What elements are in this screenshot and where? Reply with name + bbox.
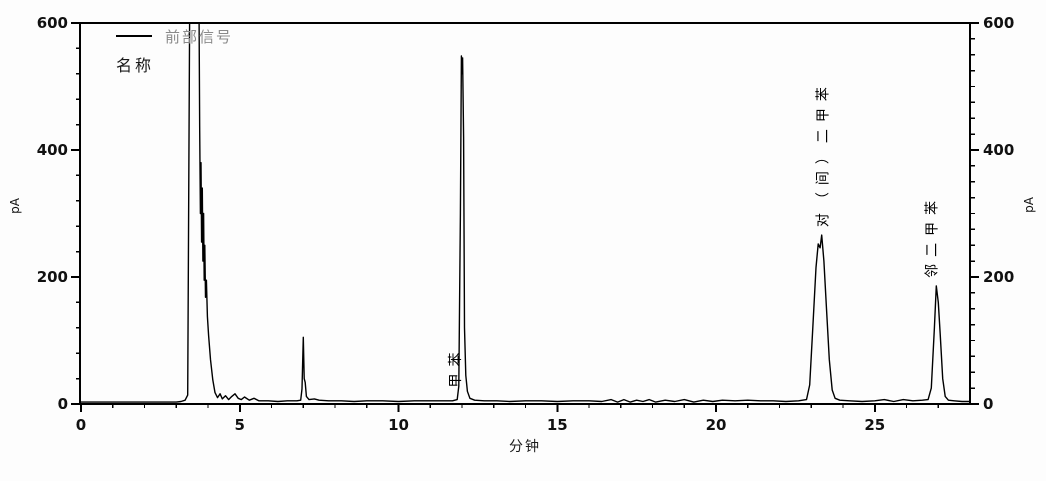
x-tick-label: 25 bbox=[864, 416, 885, 434]
y-tick-label-left: 200 bbox=[37, 268, 68, 286]
axes-frame bbox=[79, 22, 971, 405]
legend-series-label: 前部信号 bbox=[165, 27, 234, 46]
x-tick-label: 0 bbox=[76, 416, 86, 434]
y-tick-label-right: 200 bbox=[983, 268, 1014, 286]
y-ticks-left: 0 200 400 600 bbox=[37, 14, 80, 413]
legend: 前部信号 名称 bbox=[116, 27, 233, 76]
legend-row: 前部信号 bbox=[116, 27, 234, 46]
trace bbox=[81, 22, 970, 403]
x-axis-label: 分钟 bbox=[509, 439, 541, 455]
legend-name-label: 名称 bbox=[116, 56, 155, 75]
x-ticks: 0 5 10 15 20 25 bbox=[76, 404, 939, 434]
y-ticks-right: 0 200 400 600 bbox=[970, 14, 1014, 413]
y-tick-label-left: 0 bbox=[58, 395, 68, 413]
x-tick-label: 20 bbox=[706, 416, 727, 434]
y-tick-label-right: 600 bbox=[983, 14, 1014, 32]
peak-label: 邻二甲苯 bbox=[923, 194, 940, 278]
legend-line-swatch bbox=[116, 35, 152, 37]
y-tick-label-left: 600 bbox=[37, 14, 68, 32]
x-tick-label: 5 bbox=[235, 416, 245, 434]
y-tick-label-right: 0 bbox=[983, 395, 993, 413]
y-tick-label-left: 400 bbox=[37, 141, 68, 159]
chromatogram-trace bbox=[81, 22, 970, 403]
peak-label: 甲苯 bbox=[447, 345, 464, 387]
x-tick-label: 15 bbox=[547, 416, 568, 434]
x-tick-label: 10 bbox=[388, 416, 409, 434]
y-tick-label-right: 400 bbox=[983, 141, 1014, 159]
peak-label: 对（间）二甲苯 bbox=[815, 80, 832, 227]
